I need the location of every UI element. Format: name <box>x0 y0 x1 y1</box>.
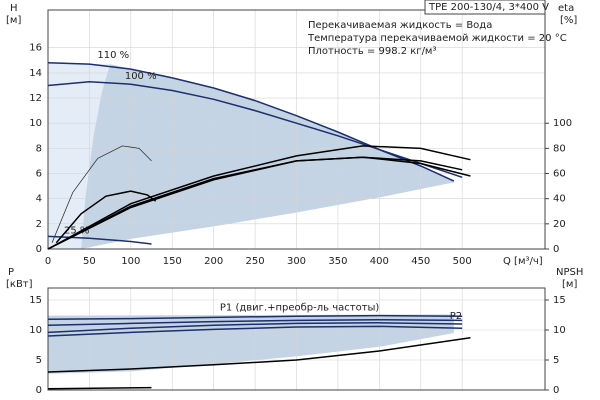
y-unit: [м] <box>6 15 21 26</box>
x-label: Q [м³/ч] <box>503 256 543 267</box>
y2-tick-label: 100 <box>553 118 572 129</box>
model: TPE 200-130/4, 3*400 V <box>428 2 549 13</box>
curve <box>47 322 463 334</box>
y-tick-label: 4 <box>36 194 42 205</box>
y-unit: [кВт] <box>6 279 33 290</box>
plot-frame <box>47 9 546 250</box>
y-label: H <box>10 3 18 14</box>
x-tick-label: 450 <box>411 256 430 267</box>
operating-range <box>48 62 111 250</box>
x-tick-label: 0 <box>45 256 51 267</box>
y-tick-label: 15 <box>29 295 42 306</box>
y-tick-label: 6 <box>36 169 42 180</box>
x-tick-label: 100 <box>121 256 140 267</box>
y-tick-label: 5 <box>36 355 42 366</box>
x-tick-label: 150 <box>163 256 182 267</box>
y2-unit: [м] <box>562 279 577 290</box>
curve <box>47 80 463 179</box>
y2-tick-label: 5 <box>553 355 559 366</box>
curve <box>47 319 463 326</box>
note: Плотность = 998.2 кг/м³ <box>308 46 437 57</box>
y2-tick-label: 40 <box>553 194 566 205</box>
note: Перекачиваемая жидкость = Вода <box>308 20 492 31</box>
y-tick-label: 14 <box>29 68 42 79</box>
curve-label: P1 (двиг.+преобр-ль частоты) <box>220 303 380 314</box>
y2-label: NPSH <box>556 267 583 278</box>
curve-label: 100 % <box>125 71 157 82</box>
x-tick-label: 350 <box>328 256 347 267</box>
y2-tick-label: 20 <box>553 219 566 230</box>
operating-range <box>81 64 454 249</box>
note: Температура перекачиваемой жидкости = 20… <box>307 33 567 44</box>
y-tick-label: 12 <box>29 93 42 104</box>
curve <box>55 190 157 244</box>
y-label: P <box>8 267 14 278</box>
curve <box>47 62 455 182</box>
y2-unit: [%] <box>560 15 577 26</box>
y-tick-label: 0 <box>36 244 42 255</box>
curve <box>47 386 152 390</box>
y2-tick-label: 80 <box>553 143 566 154</box>
curve <box>51 145 152 243</box>
y-tick-label: 8 <box>36 143 42 154</box>
y-tick-label: 10 <box>29 325 42 336</box>
y2-tick-label: 0 <box>553 385 559 396</box>
curve <box>47 314 463 320</box>
x-tick-label: 500 <box>453 256 472 267</box>
y-tick-label: 10 <box>29 118 42 129</box>
plot-frame <box>47 287 546 391</box>
y-tick-label: 2 <box>36 219 42 230</box>
x-tick-label: 300 <box>287 256 306 267</box>
curve-label: P2 <box>450 311 462 322</box>
y-tick-label: 0 <box>36 385 42 396</box>
x-tick-label: 200 <box>204 256 223 267</box>
y2-tick-label: 10 <box>553 325 566 336</box>
y-tick-label: 16 <box>29 43 42 54</box>
y2-tick-label: 60 <box>553 169 566 180</box>
curve <box>47 156 471 250</box>
curve-label: 25 % <box>64 225 89 236</box>
x-tick-label: 400 <box>370 256 389 267</box>
operating-range <box>48 314 454 374</box>
model-box <box>424 0 546 15</box>
curve <box>47 325 463 337</box>
y2-tick-label: 0 <box>553 244 559 255</box>
x-tick-label: 250 <box>246 256 265 267</box>
y2-tick-label: 15 <box>553 295 566 306</box>
curve <box>47 145 471 250</box>
y2-label: eta <box>558 3 574 14</box>
curve <box>47 337 471 373</box>
curve-label: 110 % <box>97 50 129 61</box>
x-tick-label: 50 <box>83 256 96 267</box>
